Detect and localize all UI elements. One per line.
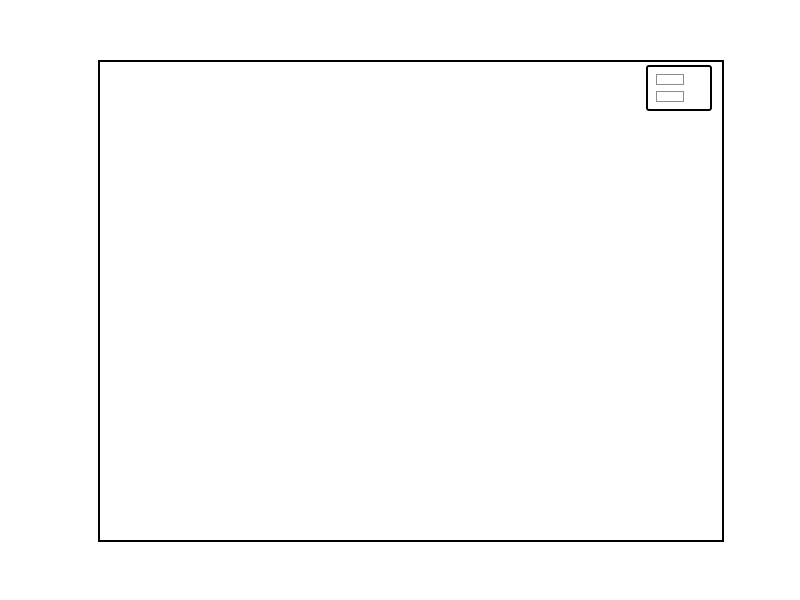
plot-area	[98, 60, 724, 542]
legend-item-fp	[648, 91, 710, 102]
y-axis-label	[36, 199, 58, 399]
legend-item-tp	[648, 74, 710, 85]
legend	[646, 65, 712, 111]
fp-legend-swatch	[656, 91, 684, 102]
tp-legend-swatch	[656, 74, 684, 85]
